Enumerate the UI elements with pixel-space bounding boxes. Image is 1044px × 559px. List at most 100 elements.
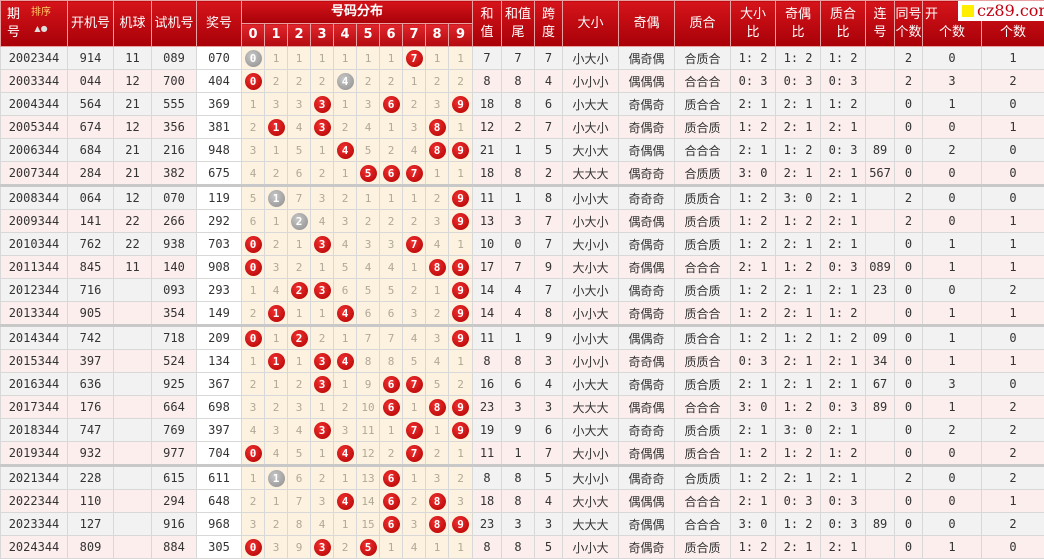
hit-ball-icon: 6 <box>382 95 400 113</box>
dist-cell-4: 1 <box>333 92 357 116</box>
cell-zhb: 2: 1 <box>820 232 867 256</box>
cell-zhb: 1: 2 <box>820 92 867 116</box>
h: 和值 <box>505 6 532 22</box>
cell-jiqiu <box>113 301 152 326</box>
header-qihao-top: 期 <box>7 6 21 22</box>
hit-ball-icon: 0 <box>244 329 262 347</box>
cell-dxb: 1: 2 <box>730 441 777 466</box>
cell-count: 1 <box>981 115 1044 139</box>
dist-cell-6: 6 <box>379 301 403 326</box>
sort-arrows-icon[interactable]: ▲● <box>34 24 48 33</box>
cell-tonghao: 0 <box>894 92 924 116</box>
dist-cell-7: 7 <box>402 372 426 396</box>
dist-cell-0: 0 <box>241 255 265 279</box>
cell-hezhi: 7 <box>472 46 503 70</box>
cell-kai-count: 0 <box>922 184 983 210</box>
cell-kuadu: 4 <box>534 372 564 396</box>
dist-cell-5: 3 <box>356 92 380 116</box>
cell-lianhao: 89 <box>865 138 896 162</box>
header-job: 奇偶比 <box>775 0 822 47</box>
cell-count: 2 <box>981 418 1044 442</box>
table-row: 2003344 044 12 700 404 0 2 2 2 4 2 2 1 2 2 8 8 4 小小小 偶偶偶 合合合… <box>0 69 1044 93</box>
dist-cell-4: 1 <box>333 324 357 350</box>
cell-hezhiwei: 1 <box>501 441 536 466</box>
cell-kaiji: 110 <box>67 489 114 513</box>
dist-cell-0: 6 <box>241 209 265 233</box>
sort-label[interactable]: 排序 <box>31 7 51 18</box>
cell-kuadu: 7 <box>534 115 564 139</box>
cell-jiqiu <box>113 535 152 559</box>
dist-cell-6: 6 <box>379 464 403 490</box>
cell-lianhao: 23 <box>865 278 896 302</box>
cell-lianhao: 567 <box>865 161 896 186</box>
cell-qihao: 2011344 <box>0 255 68 279</box>
dist-cell-0: 0 <box>241 69 265 93</box>
dist-cell-0: 0 <box>241 46 265 70</box>
cell-hezhi: 10 <box>472 232 503 256</box>
cell-kai-count: 3 <box>922 372 983 396</box>
cell-jiqiu <box>113 512 152 536</box>
dist-cell-6: 6 <box>379 92 403 116</box>
dist-cell-6: 6 <box>379 161 403 186</box>
hit-ball-icon: 9 <box>452 421 470 439</box>
dist-cell-2: 2 <box>287 278 311 302</box>
cell-hezhiwei: 3 <box>501 209 536 233</box>
header-digit-5: 5 <box>356 23 380 47</box>
dist-cell-8: 5 <box>425 372 449 396</box>
cell-count: 2 <box>981 69 1044 93</box>
table-row: 2011344 845 11 140 908 0 3 2 1 5 4 4 1 8 9 17 7 9 大小大 奇偶偶 合合… <box>0 255 1044 279</box>
cell-shiji: 938 <box>151 232 197 256</box>
cell-jiang: 149 <box>196 301 242 326</box>
h: 和 <box>480 6 494 22</box>
cell-kai-count: 0 <box>922 489 983 513</box>
cell-zhb: 2: 1 <box>820 349 867 373</box>
dist-cell-8: 1 <box>425 278 449 302</box>
cell-count: 2 <box>981 464 1044 490</box>
dist-cell-4: 1 <box>333 372 357 396</box>
cell-jiang: 305 <box>196 535 242 559</box>
cell-kaiji: 914 <box>67 46 114 70</box>
cell-zhb: 0: 3 <box>820 395 867 419</box>
cell-shiji: 266 <box>151 209 197 233</box>
cell-job: 1: 2 <box>775 255 822 279</box>
cell-count: 1 <box>981 489 1044 513</box>
cell-jiou: 奇偶奇 <box>618 372 676 396</box>
cell-job: 1: 2 <box>775 441 822 466</box>
dist-cell-2: 2 <box>287 324 311 350</box>
dist-cell-2: 5 <box>287 441 311 466</box>
cell-daxiao: 大大大 <box>562 161 620 186</box>
cell-tonghao: 2 <box>894 46 924 70</box>
dist-cell-0: 3 <box>241 138 265 162</box>
cell-jiqiu: 12 <box>113 69 152 93</box>
hit-ball-icon: 9 <box>452 258 470 276</box>
dist-cell-3: 3 <box>310 278 334 302</box>
sort-control[interactable]: 排序 ▲● <box>31 7 51 38</box>
cell-hezhiwei: 4 <box>501 278 536 302</box>
cell-daxiao: 小大小 <box>562 278 620 302</box>
cell-job: 3: 0 <box>775 418 822 442</box>
cell-dxb: 2: 1 <box>730 92 777 116</box>
cell-jiqiu <box>113 324 152 350</box>
cell-qihao: 2005344 <box>0 115 68 139</box>
dist-cell-3: 3 <box>310 232 334 256</box>
cell-hezhi: 23 <box>472 512 503 536</box>
cell-hezhi: 18 <box>472 161 503 186</box>
cell-hezhiwei: 7 <box>501 255 536 279</box>
cell-count: 0 <box>981 184 1044 210</box>
cell-kuadu: 4 <box>534 69 564 93</box>
cell-jiang: 367 <box>196 372 242 396</box>
dist-cell-4: 4 <box>333 301 357 326</box>
dist-cell-2: 6 <box>287 464 311 490</box>
table-row: 2019344 932 977 704 0 4 5 1 4 12 2 7 2 1 11 1 7 大小小 奇偶偶 质合合… <box>0 441 1044 466</box>
cell-kaiji: 064 <box>67 184 114 210</box>
cell-shiji: 356 <box>151 115 197 139</box>
cell-qihao: 2017344 <box>0 395 68 419</box>
cell-hezhiwei: 8 <box>501 464 536 490</box>
dist-cell-5: 4 <box>356 255 380 279</box>
cell-kuadu: 4 <box>534 489 564 513</box>
cell-kai-count: 0 <box>922 512 983 536</box>
hit-ball-icon: 6 <box>382 375 400 393</box>
cell-jiang: 908 <box>196 255 242 279</box>
cell-zhb: 2: 1 <box>820 115 867 139</box>
